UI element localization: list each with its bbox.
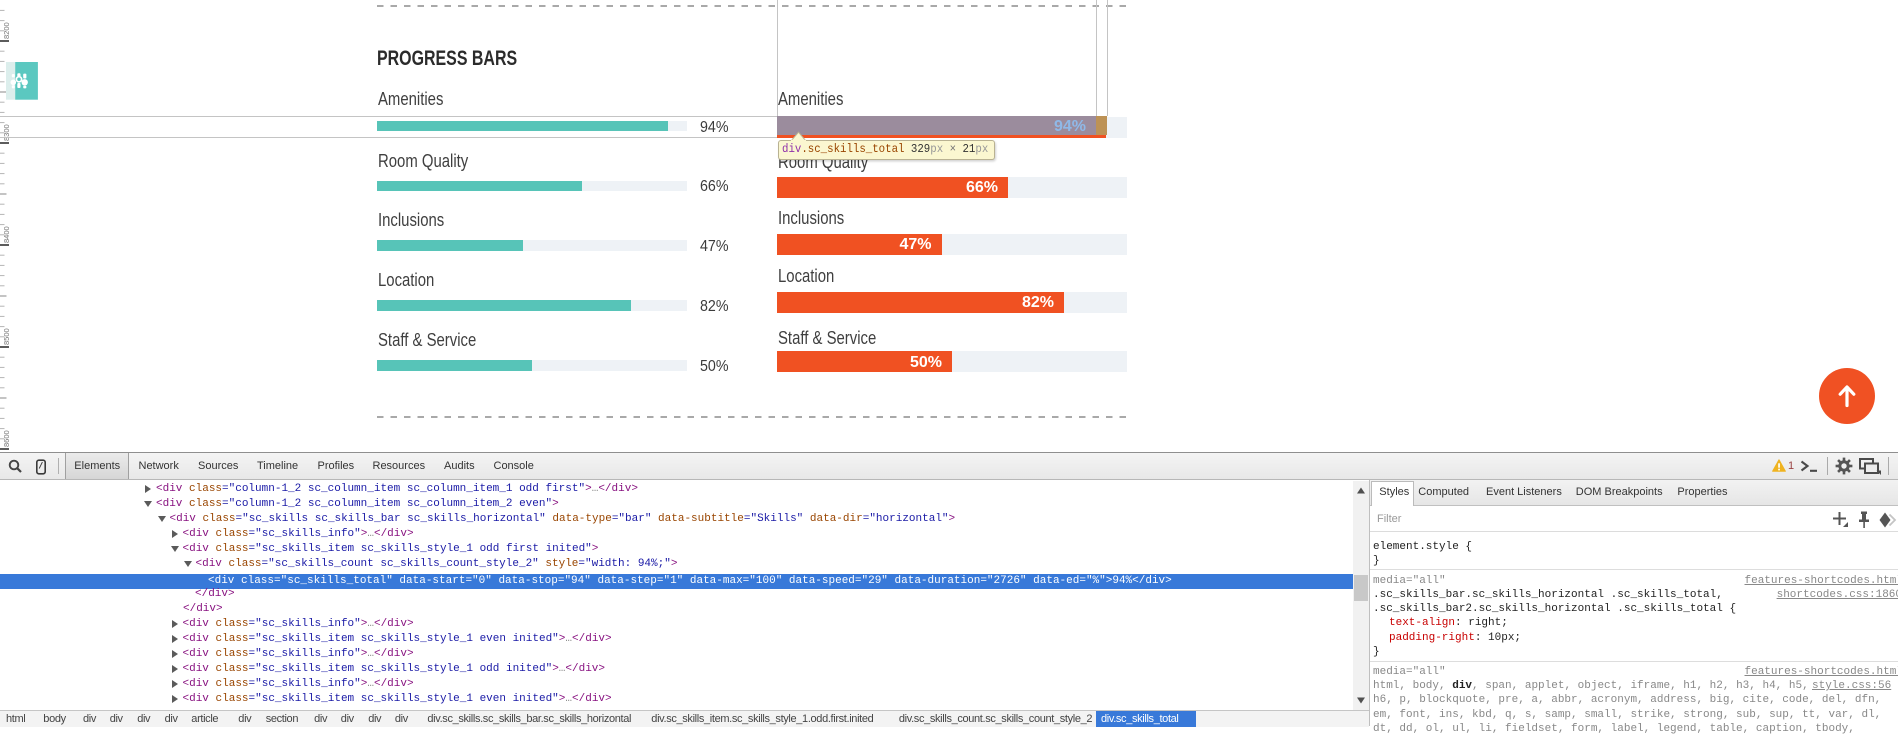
svg-text:8400: 8400: [2, 226, 11, 243]
svg-text:8200: 8200: [2, 22, 11, 39]
svg-text:8600: 8600: [2, 430, 11, 447]
svg-text:8500: 8500: [2, 328, 11, 345]
svg-text:8300: 8300: [2, 124, 11, 141]
